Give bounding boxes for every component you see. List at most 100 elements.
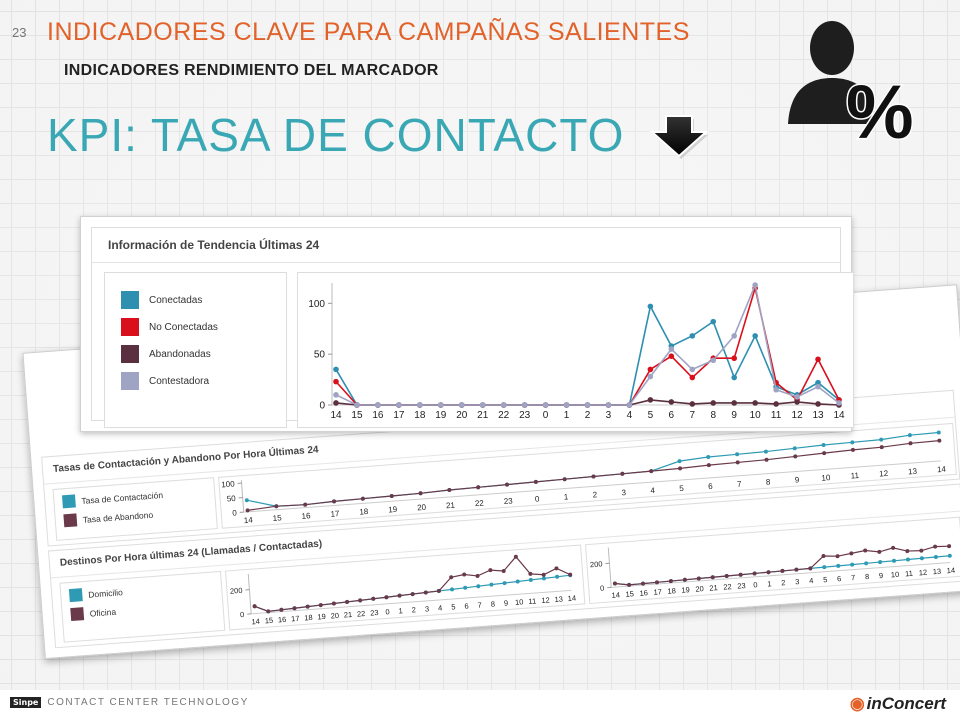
data-point — [533, 479, 538, 484]
data-point — [677, 459, 682, 464]
data-point — [436, 588, 441, 593]
data-point — [384, 595, 389, 600]
legend-label: No Conectadas — [149, 321, 218, 333]
x-tick-label: 6 — [837, 574, 842, 583]
data-point — [360, 496, 365, 501]
legend-item: Contestadora — [121, 372, 209, 390]
x-tick-label: 17 — [330, 509, 340, 519]
data-point — [763, 449, 768, 454]
data-point — [836, 563, 841, 568]
x-tick-label: 16 — [372, 410, 384, 421]
data-point — [476, 584, 481, 589]
x-tick-label: 12 — [541, 595, 550, 605]
data-point — [947, 553, 952, 558]
x-tick-label: 18 — [667, 586, 676, 596]
legend-label: Conectadas — [149, 294, 203, 306]
data-point — [563, 402, 570, 408]
legend-swatch — [70, 607, 85, 622]
data-point — [863, 548, 868, 553]
data-point — [318, 603, 323, 608]
data-point — [647, 366, 654, 373]
data-point — [815, 379, 821, 386]
x-tick-label: 21 — [477, 410, 489, 421]
contact-abandon-legend: Tasa de Contactación Tasa de Abandono — [52, 477, 218, 541]
x-tick-label: 0 — [543, 410, 549, 421]
x-tick-label: 11 — [850, 471, 859, 481]
data-point — [892, 558, 897, 563]
y-tick-label: 100 — [308, 299, 325, 310]
legend-label: Oficina — [89, 606, 117, 619]
data-point — [678, 466, 683, 471]
data-point — [515, 579, 520, 584]
legend-label: Abandonadas — [149, 348, 211, 360]
x-tick-label: 12 — [792, 410, 804, 421]
x-tick-label: 18 — [359, 507, 369, 517]
series-line — [335, 304, 840, 406]
data-point — [731, 355, 738, 362]
x-tick-label: 9 — [731, 410, 737, 421]
y-tick-label: 0 — [232, 508, 238, 517]
legend-item: Oficina — [70, 597, 223, 622]
data-point — [333, 392, 339, 398]
x-tick-label: 20 — [456, 410, 468, 421]
data-point — [936, 430, 941, 435]
x-axis-line — [243, 460, 941, 513]
data-point — [568, 572, 573, 577]
data-point — [879, 445, 884, 450]
data-point — [475, 573, 480, 578]
data-point — [689, 401, 696, 407]
x-tick-label: 1 — [767, 579, 772, 588]
data-point — [626, 402, 633, 408]
x-tick-label: 8 — [710, 410, 716, 421]
data-point — [354, 402, 360, 408]
x-tick-label: 9 — [504, 598, 509, 607]
legend-label: Tasa de Contactación — [81, 489, 164, 506]
series-line — [335, 284, 840, 406]
data-point — [521, 402, 528, 408]
x-tick-label: 8 — [490, 599, 495, 608]
data-point — [501, 568, 506, 573]
x-tick-label: 15 — [351, 410, 363, 421]
x-tick-label: 14 — [244, 515, 254, 525]
data-point — [489, 582, 494, 587]
x-tick-label: 1 — [398, 606, 403, 615]
data-point — [555, 574, 560, 579]
x-tick-label: 10 — [515, 597, 524, 607]
data-point — [794, 394, 800, 400]
trend-panel-header: Información de Tendencia Últimas 24 — [92, 228, 840, 263]
legend-label: Domicilio — [87, 586, 124, 600]
data-point — [668, 353, 675, 359]
data-point — [389, 493, 394, 498]
data-point — [794, 567, 799, 572]
x-tick-label: 12 — [879, 469, 889, 479]
y-tick-label: 0 — [240, 610, 245, 619]
data-point — [933, 554, 938, 559]
inconcert-logo-icon: ◉ — [849, 694, 865, 713]
x-tick-label: 19 — [435, 410, 447, 421]
legend-label: Tasa de Abandono — [82, 509, 154, 525]
data-point — [375, 402, 381, 408]
data-point — [836, 400, 842, 406]
data-point — [358, 598, 363, 603]
data-point — [808, 566, 813, 571]
data-point — [735, 460, 740, 465]
data-point — [682, 577, 687, 582]
data-point — [418, 491, 423, 496]
x-tick-label: 11 — [905, 569, 913, 579]
x-tick-label: 2 — [411, 605, 416, 614]
x-tick-label: 11 — [771, 410, 782, 421]
y-tick-label: 0 — [600, 584, 605, 593]
data-point — [822, 451, 827, 456]
y-axis-line — [240, 480, 245, 513]
data-point — [710, 318, 717, 325]
data-point — [333, 378, 339, 385]
x-tick-label: 7 — [737, 480, 743, 489]
legend-swatch — [121, 291, 139, 309]
x-tick-label: 20 — [695, 584, 704, 594]
data-point — [815, 383, 821, 390]
data-point — [371, 596, 376, 601]
x-tick-label: 21 — [446, 501, 456, 511]
user-percent-icon: % — [788, 21, 915, 142]
x-tick-label: 14 — [937, 465, 947, 475]
